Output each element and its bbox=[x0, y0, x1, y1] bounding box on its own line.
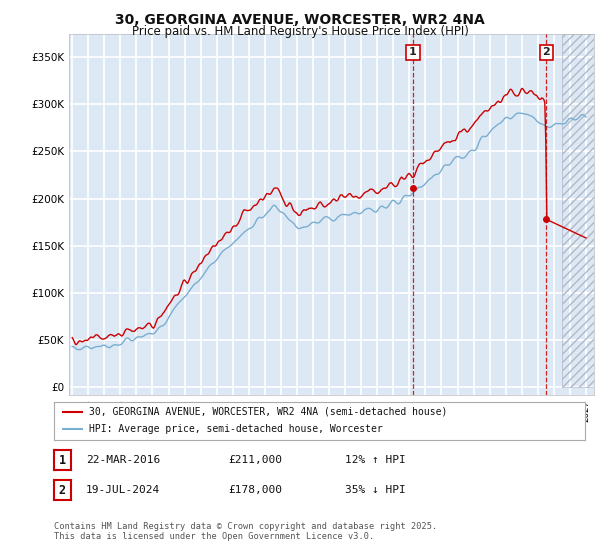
Text: 12% ↑ HPI: 12% ↑ HPI bbox=[345, 455, 406, 465]
Text: Contains HM Land Registry data © Crown copyright and database right 2025.
This d: Contains HM Land Registry data © Crown c… bbox=[54, 522, 437, 542]
Text: 1: 1 bbox=[409, 48, 417, 58]
Text: 19-JUL-2024: 19-JUL-2024 bbox=[86, 485, 160, 495]
Text: 22-MAR-2016: 22-MAR-2016 bbox=[86, 455, 160, 465]
Text: 1: 1 bbox=[59, 454, 66, 467]
Text: £211,000: £211,000 bbox=[228, 455, 282, 465]
Text: Price paid vs. HM Land Registry's House Price Index (HPI): Price paid vs. HM Land Registry's House … bbox=[131, 25, 469, 38]
Text: 30, GEORGINA AVENUE, WORCESTER, WR2 4NA: 30, GEORGINA AVENUE, WORCESTER, WR2 4NA bbox=[115, 13, 485, 27]
Text: £178,000: £178,000 bbox=[228, 485, 282, 495]
Text: 2: 2 bbox=[542, 48, 550, 58]
Text: HPI: Average price, semi-detached house, Worcester: HPI: Average price, semi-detached house,… bbox=[89, 424, 382, 435]
Text: 30, GEORGINA AVENUE, WORCESTER, WR2 4NA (semi-detached house): 30, GEORGINA AVENUE, WORCESTER, WR2 4NA … bbox=[89, 407, 447, 417]
Text: 2: 2 bbox=[59, 483, 66, 497]
Text: 35% ↓ HPI: 35% ↓ HPI bbox=[345, 485, 406, 495]
